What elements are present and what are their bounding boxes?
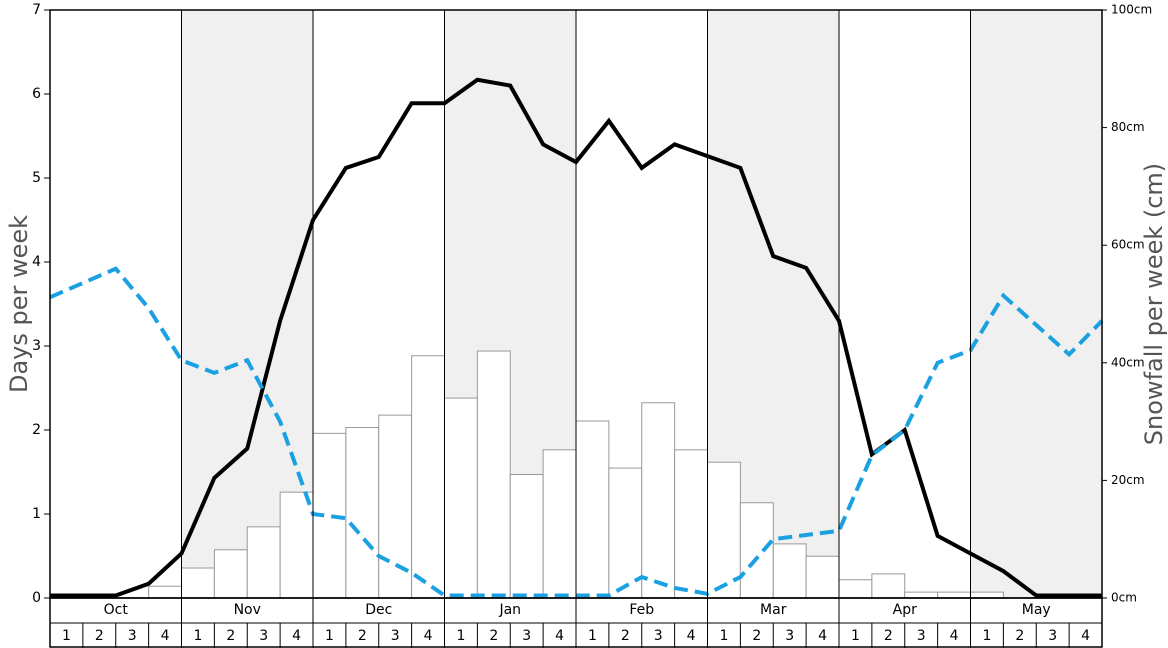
y2-tick-label: 20cm	[1111, 473, 1145, 487]
week-label: 2	[1015, 628, 1024, 644]
bar	[871, 573, 906, 599]
bar	[378, 414, 413, 599]
y-tick-label: 4	[32, 254, 41, 270]
week-label: 4	[950, 628, 959, 644]
week-label: 3	[128, 628, 137, 644]
bar	[542, 449, 577, 599]
week-label: 2	[358, 628, 367, 644]
week-label: 4	[555, 628, 564, 644]
week-label: 1	[588, 628, 597, 644]
week-label: 3	[391, 628, 400, 644]
month-label: Oct	[104, 602, 129, 618]
y2-tick-label: 40cm	[1111, 355, 1145, 369]
bar	[213, 549, 248, 599]
week-label: 4	[687, 628, 696, 644]
bar	[411, 355, 445, 599]
bar	[148, 585, 182, 599]
bar	[608, 467, 643, 599]
month-label: Feb	[629, 602, 654, 618]
bar	[937, 591, 971, 599]
week-label: 1	[456, 628, 465, 644]
band	[970, 10, 1102, 598]
week-label: 3	[259, 628, 268, 644]
bar	[739, 502, 774, 599]
bar	[279, 491, 314, 599]
week-label: 2	[226, 628, 235, 644]
week-label: 2	[752, 628, 761, 644]
week-label: 4	[292, 628, 301, 644]
bar	[641, 402, 676, 599]
bar	[246, 526, 281, 599]
week-label: 2	[621, 628, 630, 644]
month-label: May	[1022, 602, 1051, 618]
week-label: 3	[1048, 628, 1057, 644]
bar	[970, 591, 1004, 599]
y-tick-label: 1	[32, 506, 41, 522]
y-tick-label: 7	[32, 2, 41, 18]
y2-tick-label: 80cm	[1111, 120, 1145, 134]
week-label: 3	[522, 628, 531, 644]
week-label: 2	[884, 628, 893, 644]
week-label: 1	[193, 628, 202, 644]
y-axis-title: Days per week	[5, 215, 33, 393]
bar	[181, 567, 215, 599]
bar	[674, 449, 708, 599]
bar	[838, 579, 873, 599]
week-label: 4	[161, 628, 170, 644]
y2-tick-label: 0cm	[1111, 591, 1137, 605]
bar	[509, 474, 544, 599]
bar	[772, 543, 807, 599]
week-label: 1	[982, 628, 991, 644]
month-label: Mar	[760, 602, 787, 618]
bar	[805, 555, 840, 599]
month-label: Dec	[365, 602, 392, 618]
y2-tick-label: 100cm	[1111, 3, 1152, 17]
month-label: Nov	[234, 602, 261, 618]
month-label: Apr	[893, 602, 917, 618]
week-label: 3	[654, 628, 663, 644]
week-label: 3	[785, 628, 794, 644]
month-label: Jan	[498, 602, 521, 618]
y-tick-label: 0	[32, 590, 41, 606]
y-tick-label: 6	[32, 86, 41, 102]
week-label: 4	[818, 628, 827, 644]
bar	[345, 426, 380, 599]
week-label: 4	[424, 628, 433, 644]
week-label: 1	[851, 628, 860, 644]
week-label: 1	[62, 628, 71, 644]
bar	[575, 420, 610, 599]
y-tick-label: 3	[32, 338, 41, 354]
y-tick-label: 2	[32, 422, 41, 438]
week-label: 3	[917, 628, 926, 644]
y2-tick-label: 60cm	[1111, 238, 1145, 252]
week-label: 1	[325, 628, 334, 644]
y2-axis-title: Snowfall per week (cm)	[1140, 163, 1168, 445]
bar	[904, 591, 939, 599]
week-label: 2	[489, 628, 498, 644]
week-label: 4	[1081, 628, 1090, 644]
bar	[444, 397, 478, 599]
week-label: 1	[719, 628, 728, 644]
y-tick-label: 5	[32, 170, 41, 186]
bar	[707, 461, 741, 599]
week-label: 2	[95, 628, 104, 644]
bar	[476, 350, 511, 599]
